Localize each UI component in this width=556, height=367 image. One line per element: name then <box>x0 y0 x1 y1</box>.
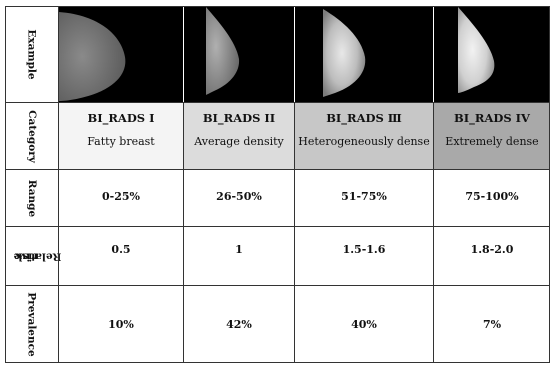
table-border <box>5 6 550 363</box>
range-value: 0-25% <box>102 190 140 203</box>
category-cell-2: BI_RADS II Average density <box>184 103 294 169</box>
row-divider <box>5 226 550 227</box>
prevalence-value: 7% <box>482 318 502 331</box>
prevalence-value: 40% <box>351 318 377 331</box>
prevalence-value: 42% <box>226 318 252 331</box>
column-divider <box>58 6 59 363</box>
category-title: BI_RADS Ⅲ <box>326 111 402 125</box>
relative-risk-value: 1.5-1.6 <box>342 243 386 256</box>
relative-risk-value: 1 <box>235 243 243 256</box>
category-description: Fatty breast <box>87 135 155 148</box>
category-cell-4: BI_RADS IV Extremely dense <box>434 103 550 169</box>
category-title: BI_RADS IV <box>454 111 530 125</box>
prevalence-value: 10% <box>108 318 134 331</box>
column-divider <box>433 102 434 363</box>
category-cell-3: BI_RADS Ⅲ Heterogeneously dense <box>295 103 433 169</box>
row-divider <box>5 285 550 286</box>
range-value: 26-50% <box>216 190 262 203</box>
category-description: Extremely dense <box>445 135 539 148</box>
mammogram-image-birads-3 <box>295 7 433 102</box>
range-value: 75-100% <box>465 190 519 203</box>
relative-risk-value: 0.5 <box>111 243 131 256</box>
mammogram-image-birads-2 <box>184 7 294 102</box>
category-description: Average density <box>194 135 284 148</box>
row-divider <box>5 169 550 170</box>
category-description: Heterogeneously dense <box>298 135 430 148</box>
mammogram-image-birads-4 <box>434 7 550 102</box>
row-divider <box>5 102 550 103</box>
category-cell-1: BI_RADS I Fatty breast <box>59 103 183 169</box>
category-title: BI_RADS I <box>87 111 155 125</box>
column-divider <box>294 102 295 363</box>
mammogram-image-birads-1 <box>59 7 183 102</box>
column-divider <box>183 102 184 363</box>
relative-risk-value: 1.8-2.0 <box>470 243 514 256</box>
range-value: 51-75% <box>341 190 387 203</box>
category-title: BI_RADS II <box>202 111 276 125</box>
